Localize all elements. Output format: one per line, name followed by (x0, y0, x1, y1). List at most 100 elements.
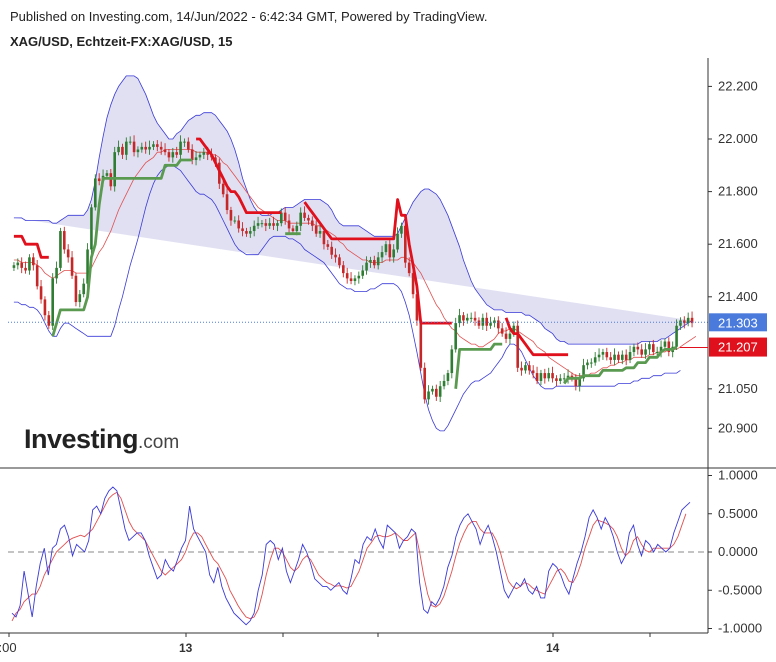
candle-body (330, 246, 333, 255)
bollinger-lower-line (13, 164, 681, 432)
candle (82, 278, 85, 298)
candle-body (171, 152, 175, 158)
candle-body (24, 267, 27, 271)
candle (508, 330, 512, 345)
candle-body (524, 365, 527, 371)
candle (252, 220, 256, 237)
candle-body (597, 354, 601, 358)
candle (272, 216, 275, 230)
candle (524, 362, 527, 374)
candle-body (504, 333, 508, 339)
candle (648, 340, 651, 355)
candle-body (295, 225, 299, 232)
trailing-stop-green (51, 158, 678, 389)
candle (16, 258, 20, 270)
candle (562, 373, 566, 383)
candle (543, 368, 547, 384)
price-tick-label: 21.400 (718, 289, 758, 304)
candle (280, 208, 283, 227)
candle-body (535, 373, 539, 381)
candle (159, 141, 163, 155)
candle-body (241, 228, 244, 232)
candle (121, 143, 124, 159)
candle-body (415, 294, 419, 321)
candle-body (159, 146, 163, 150)
candle (667, 337, 671, 357)
candle-body (609, 357, 612, 360)
candle (404, 221, 407, 268)
candle (338, 254, 341, 269)
candle (148, 140, 151, 155)
candle-body (683, 320, 686, 324)
candle-body (326, 244, 330, 247)
candle-body (156, 144, 159, 147)
candle-body (47, 315, 51, 326)
time-tick-label: 14 (546, 641, 560, 655)
candle (167, 148, 171, 162)
candle (78, 289, 82, 308)
candle (578, 373, 581, 392)
candle-body (245, 231, 248, 234)
candle-body (272, 223, 275, 226)
candle-body (528, 365, 531, 371)
candle (326, 239, 330, 250)
candle (497, 316, 500, 334)
price-tick-label: 21.050 (718, 381, 758, 396)
candle (423, 362, 426, 404)
candle-body (365, 262, 368, 271)
candle-body (450, 349, 454, 374)
candle (43, 296, 47, 321)
candle (640, 344, 643, 358)
candle (555, 375, 558, 387)
candle (535, 366, 539, 385)
candle-body (400, 225, 403, 234)
candle-body (361, 270, 364, 276)
candle (66, 244, 70, 263)
trailing-stop-red (13, 137, 569, 357)
candle (528, 360, 531, 375)
candle (473, 311, 477, 326)
candle-body (63, 231, 66, 250)
candle-body (663, 341, 667, 347)
candle-body (376, 257, 380, 266)
candle (32, 253, 35, 271)
candle-body (462, 315, 465, 321)
candle-body (349, 278, 353, 282)
candle-body (190, 149, 194, 161)
candle-body (396, 233, 399, 250)
candle-body (152, 144, 155, 147)
candle-body (675, 325, 678, 347)
candle-body (473, 317, 477, 321)
candle-body (94, 178, 97, 208)
candle-body (12, 265, 16, 268)
candle (396, 227, 399, 253)
candle-body (183, 141, 186, 143)
candle (163, 143, 167, 156)
candle-body (497, 320, 500, 329)
candle (574, 374, 578, 391)
candle-body (140, 146, 144, 150)
candle (97, 173, 101, 186)
candle (539, 369, 543, 386)
candle (20, 257, 23, 274)
candle-body (55, 267, 58, 279)
candle-body (419, 320, 423, 368)
candle (481, 313, 485, 330)
candle (245, 227, 248, 237)
candle-body (555, 378, 558, 381)
candle (593, 352, 597, 366)
candle (187, 137, 190, 153)
candle-body (194, 157, 198, 161)
published-caption: Published on Investing.com, 14/Jun/2022 … (10, 9, 488, 24)
candle (605, 347, 609, 361)
candle-body (648, 344, 651, 350)
candle-body (586, 362, 589, 366)
stop-level-label: 21.207 (718, 340, 758, 355)
candle-body (28, 257, 31, 271)
candle (551, 366, 554, 383)
candle (431, 385, 434, 395)
candle (132, 135, 136, 157)
candle-body (485, 317, 488, 326)
candle-body (446, 373, 450, 381)
candle-body (427, 391, 430, 400)
